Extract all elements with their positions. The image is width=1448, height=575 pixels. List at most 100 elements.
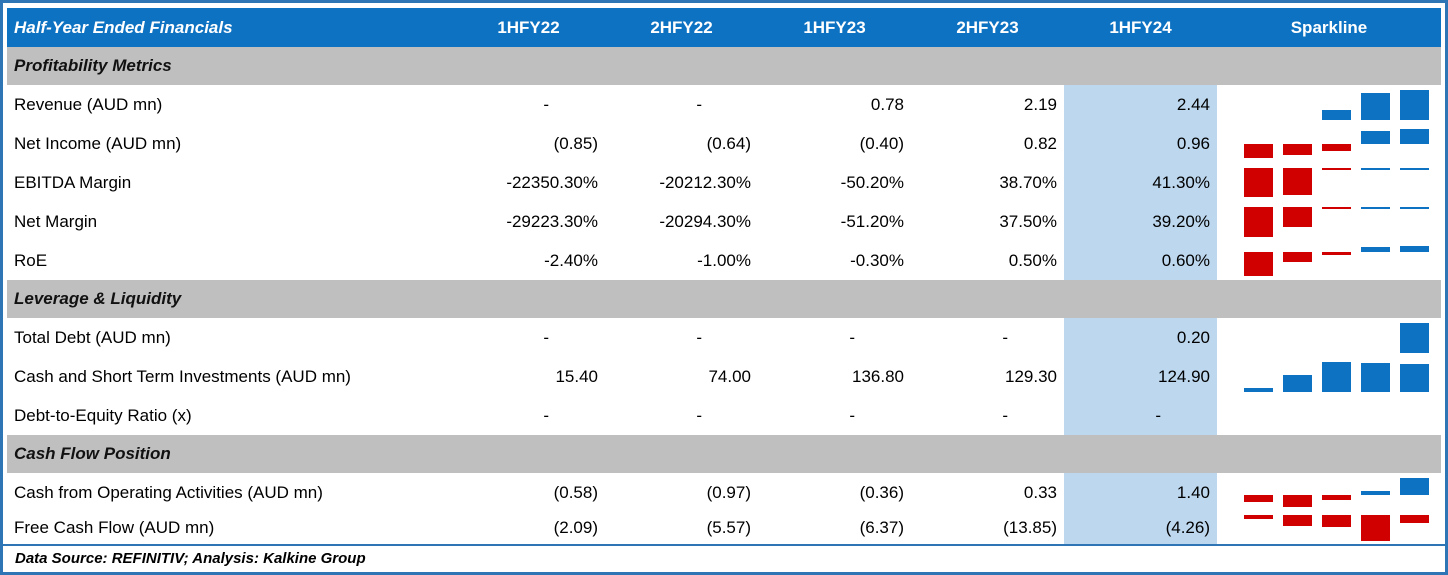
spark-bar-positive — [1322, 361, 1351, 392]
spark-bars — [1244, 477, 1429, 508]
value-cell: -29223.30% — [506, 211, 598, 231]
spark-bar-negative — [1283, 515, 1312, 526]
spark-slot — [1400, 89, 1429, 120]
spark-slot — [1283, 478, 1312, 508]
value-cell: 38.70% — [999, 172, 1057, 192]
value-cell: -1.00% — [697, 250, 751, 270]
spark-slot — [1244, 90, 1273, 120]
spark-slot — [1322, 361, 1351, 392]
spark-slot — [1361, 90, 1390, 120]
spark-bar-positive — [1283, 375, 1312, 392]
section-header: Leverage & Liquidity — [7, 280, 1441, 318]
sparkline — [1217, 512, 1441, 544]
value-cell: - — [543, 94, 549, 114]
spark-bar-positive — [1400, 89, 1429, 120]
section-header: Cash Flow Position — [7, 435, 1441, 473]
table-row: Net Margin -29223.30% -20294.30% -51.20% 37.… — [7, 202, 1441, 241]
value-cell: (6.37) — [859, 518, 904, 537]
row-label: Debt-to-Equity Ratio (x) — [14, 405, 192, 425]
value-cell: 0.82 — [1023, 133, 1057, 153]
spark-slot — [1322, 323, 1351, 353]
column-header-2hfy22: 2HFY22 — [650, 17, 713, 37]
table-row: Cash and Short Term Investments (AUD mn)… — [7, 357, 1441, 396]
value-cell: 37.50% — [999, 211, 1057, 231]
spark-bar-negative — [1283, 251, 1312, 262]
spark-slot — [1361, 323, 1390, 353]
spark-bar-negative — [1244, 206, 1273, 237]
spark-bar-positive — [1244, 388, 1273, 392]
spark-bar-positive — [1361, 92, 1390, 120]
spark-slot — [1244, 515, 1273, 541]
value-cell: (0.40) — [859, 133, 904, 153]
spark-slot — [1322, 246, 1351, 276]
spark-bars — [1244, 128, 1429, 159]
spark-slot — [1361, 167, 1390, 198]
spark-bar-negative — [1244, 144, 1273, 159]
spark-bars — [1244, 515, 1429, 541]
table-body: Profitability Metrics Revenue (AUD mn) - -0… — [7, 47, 1441, 544]
value-cell: - — [849, 327, 855, 347]
value-cell: 0.78 — [870, 94, 904, 114]
value-cell: (13.85) — [1003, 518, 1057, 537]
footer-divider — [3, 544, 1445, 546]
row-label: Revenue (AUD mn) — [14, 94, 163, 114]
value-cell: (0.36) — [859, 482, 904, 502]
spark-bar-negative — [1322, 495, 1351, 500]
value-cell: - — [696, 327, 702, 347]
spark-bars — [1244, 167, 1429, 198]
spark-bars — [1244, 206, 1429, 237]
source-note: Data Source: REFINITIV; Analysis: Kalkin… — [7, 546, 1441, 571]
column-header-1hfy22: 1HFY22 — [497, 17, 560, 37]
sparkline — [1217, 473, 1441, 512]
spark-slot — [1244, 246, 1273, 276]
row-label: Cash from Operating Activities (AUD mn) — [14, 482, 323, 502]
value-cell: 74.00 — [708, 366, 751, 386]
spark-slot — [1283, 323, 1312, 353]
value-cell: 1.40 — [1064, 473, 1217, 512]
spark-bar-negative — [1322, 167, 1351, 171]
value-cell: -2.40% — [544, 250, 598, 270]
sparkline — [1217, 202, 1441, 241]
spark-slot — [1400, 206, 1429, 237]
spark-slot — [1361, 478, 1390, 508]
spark-slot — [1244, 167, 1273, 198]
row-label: Cash and Short Term Investments (AUD mn) — [14, 366, 351, 386]
value-cell: - — [1002, 327, 1008, 347]
table-row: RoE -2.40% -1.00% -0.30% 0.50% 0.60% — [7, 241, 1441, 280]
sparkline — [1217, 396, 1441, 435]
spark-slot — [1244, 362, 1273, 392]
spark-slot — [1361, 129, 1390, 159]
table-header-row: Half-Year Ended Financials 1HFY22 2HFY22… — [7, 8, 1441, 47]
spark-bar-positive — [1361, 363, 1390, 392]
table-row: Revenue (AUD mn) - - 0.78 2.19 2.44 — [7, 85, 1441, 124]
column-header-1hfy24: 1HFY24 — [1109, 17, 1172, 37]
spark-slot — [1400, 515, 1429, 541]
spark-bar-positive — [1400, 206, 1429, 209]
spark-bars — [1244, 361, 1429, 392]
row-label: Net Income (AUD mn) — [14, 133, 182, 153]
spark-bar-negative — [1322, 515, 1351, 527]
table-row: Debt-to-Equity Ratio (x) - - - - - — [7, 396, 1441, 435]
value-cell: -22350.30% — [506, 172, 598, 192]
spark-bar-negative — [1244, 251, 1273, 276]
spark-bar-negative — [1244, 167, 1273, 198]
spark-bar-positive — [1361, 130, 1390, 145]
row-label: Free Cash Flow (AUD mn) — [14, 518, 215, 537]
value-cell: 0.33 — [1023, 482, 1057, 502]
value-cell: - — [543, 327, 549, 347]
sparkline — [1217, 163, 1441, 202]
spark-slot — [1244, 129, 1273, 159]
sparkline — [1217, 318, 1441, 357]
value-cell: - — [696, 405, 702, 425]
spark-bar-positive — [1361, 167, 1390, 170]
spark-bar-positive — [1400, 128, 1429, 145]
spark-slot — [1283, 206, 1312, 237]
value-cell: -51.20% — [840, 211, 904, 231]
value-cell: 2.44 — [1064, 85, 1217, 124]
spark-slot — [1361, 246, 1390, 276]
spark-slot — [1400, 245, 1429, 276]
sparkline — [1217, 85, 1441, 124]
value-cell: 136.80 — [852, 366, 904, 386]
spark-slot — [1322, 478, 1351, 508]
column-header-2hfy23: 2HFY23 — [956, 17, 1019, 37]
